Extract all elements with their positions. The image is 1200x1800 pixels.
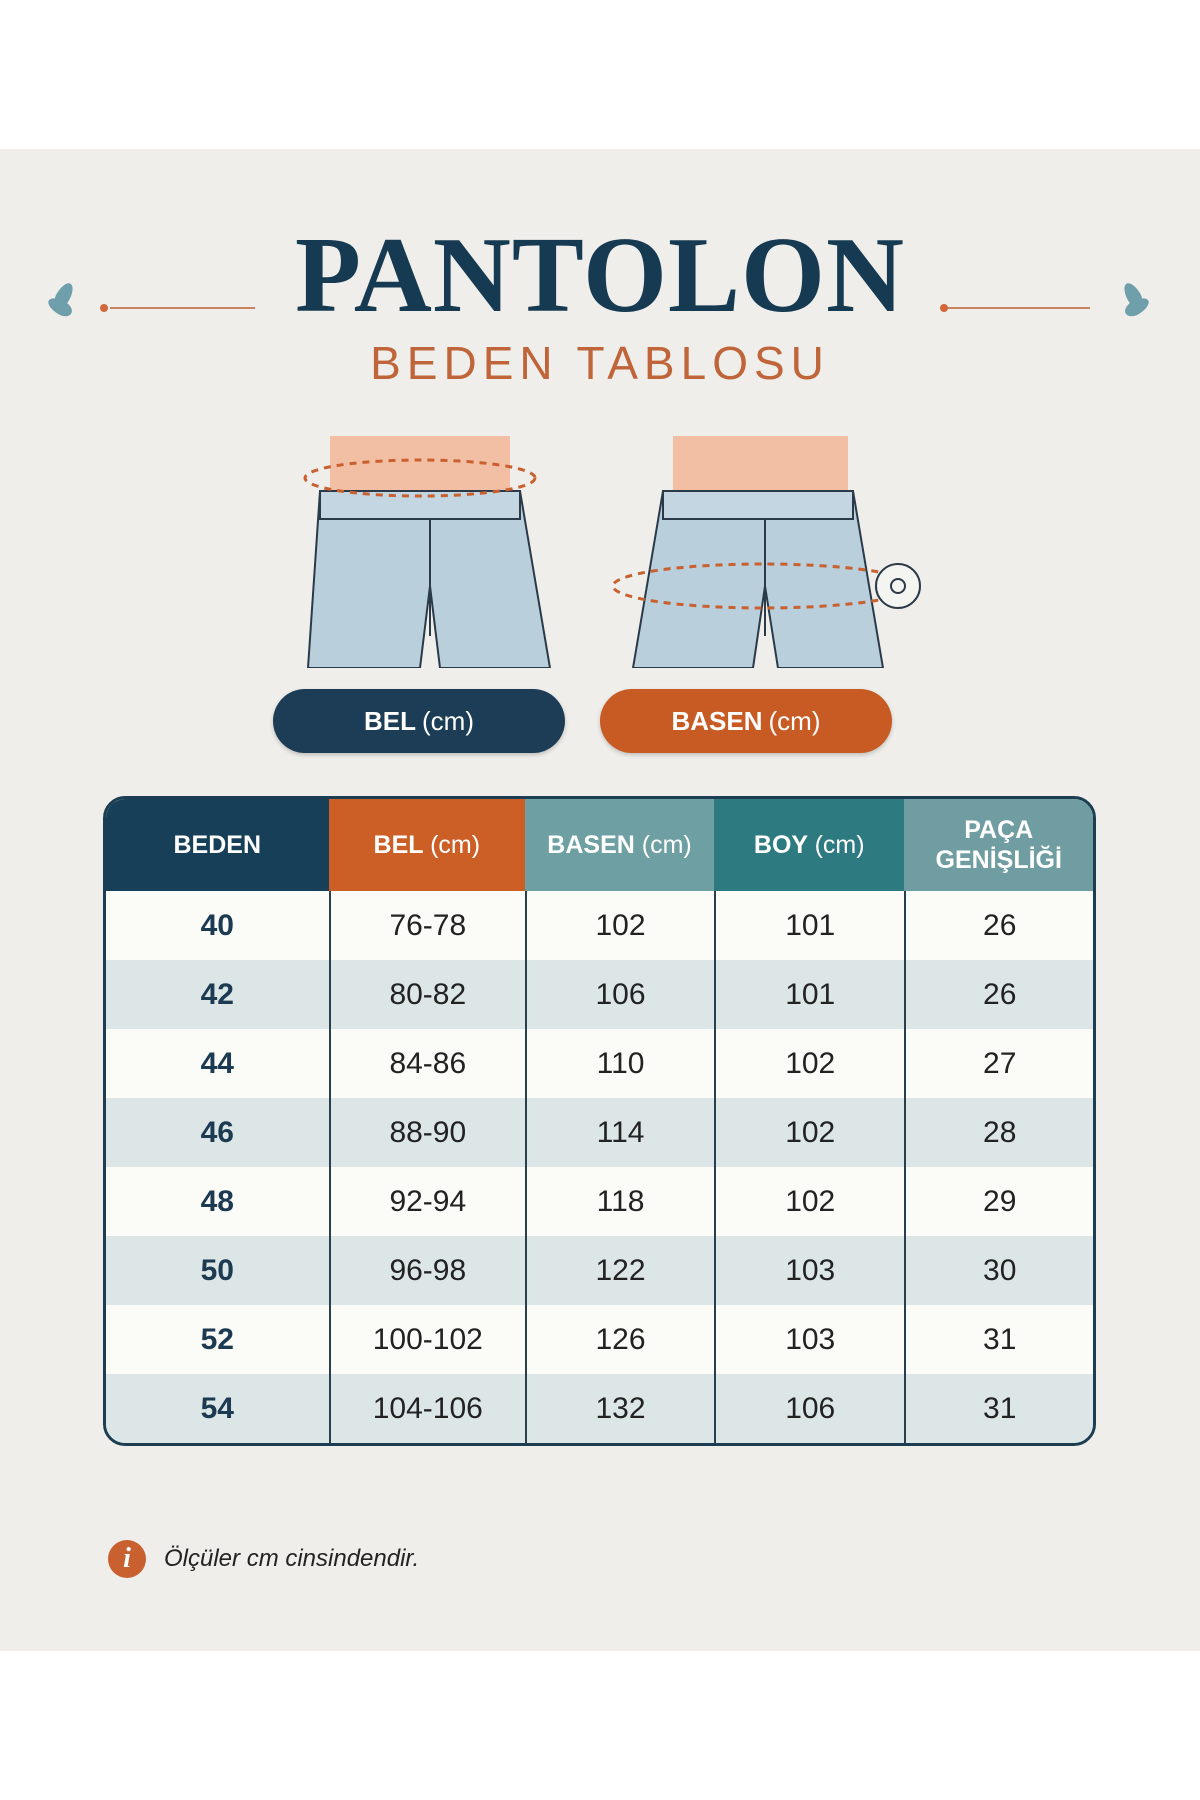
column-label: PAÇA GENİŞLİĞİ (935, 816, 1062, 874)
table-cell: 88-90 (328, 1098, 526, 1167)
column-unit: (cm) (641, 831, 692, 859)
table-cell: 92-94 (328, 1167, 526, 1236)
column-label: BOY (753, 831, 808, 859)
table-cell: 31 (904, 1305, 1093, 1374)
hip-unit: (cm) (768, 705, 821, 736)
table-cell: 48 (106, 1167, 329, 1236)
right-ornament (940, 280, 1155, 320)
column-unit: (cm) (430, 831, 481, 859)
table-cell: 28 (904, 1098, 1093, 1167)
table-row: 40 76-78 102 101 26 (106, 891, 1093, 960)
table-cell: 104-106 (328, 1374, 526, 1443)
size-table: BEDEN BEL (cm) BASEN (cm) BOY (cm) PAÇA GENİ… (103, 796, 1096, 1446)
waist-label-pill: BEL (cm) (273, 689, 565, 753)
table-row: 50 96-98 122 103 30 (106, 1236, 1093, 1305)
hip-label: BASEN (671, 705, 763, 736)
table-cell: 50 (106, 1236, 329, 1305)
table-cell: 80-82 (328, 960, 526, 1029)
table-cell: 102 (713, 1167, 905, 1236)
table-cell: 110 (525, 1029, 714, 1098)
table-cell: 102 (525, 891, 714, 960)
column-label: BASEN (547, 831, 635, 859)
table-row: 46 88-90 114 102 28 (106, 1098, 1093, 1167)
column-header: BASEN (cm) (525, 799, 714, 891)
table-row: 42 80-82 106 101 26 (106, 960, 1093, 1029)
table-cell: 26 (904, 891, 1093, 960)
tape-measure-icon (875, 563, 921, 609)
note-text: Ölçüler cm cinsindendir. (164, 1545, 420, 1572)
hip-measure-illustration (611, 436, 921, 668)
table-cell: 132 (525, 1374, 714, 1443)
table-cell: 26 (904, 960, 1093, 1029)
table-cell: 118 (525, 1167, 714, 1236)
page-title: PANTOLON (294, 216, 906, 335)
table-cell: 54 (106, 1374, 329, 1443)
table-cell: 101 (713, 891, 905, 960)
measurement-note: i Ölçüler cm cinsindendir. (108, 1540, 419, 1578)
waist-unit: (cm) (422, 705, 474, 736)
table-cell: 103 (713, 1305, 905, 1374)
table-row: 54 104-106 132 106 31 (106, 1374, 1093, 1443)
table-cell: 31 (904, 1374, 1093, 1443)
table-cell: 52 (106, 1305, 329, 1374)
table-cell: 101 (713, 960, 905, 1029)
table-cell: 44 (106, 1029, 329, 1098)
table-cell: 29 (904, 1167, 1093, 1236)
table-cell: 46 (106, 1098, 329, 1167)
column-label: BEDEN (173, 831, 262, 859)
table-cell: 106 (525, 960, 714, 1029)
table-row: 52 100-102 126 103 31 (106, 1305, 1093, 1374)
page-subtitle: BEDEN TABLOSU (370, 337, 830, 389)
table-cell: 102 (713, 1029, 905, 1098)
table-row: 44 84-86 110 102 27 (106, 1029, 1093, 1098)
column-header: BEL (cm) (328, 799, 526, 891)
left-ornament (45, 280, 260, 320)
column-header: BEDEN (106, 799, 329, 891)
table-cell: 42 (106, 960, 329, 1029)
table-cell: 76-78 (328, 891, 526, 960)
table-cell: 27 (904, 1029, 1093, 1098)
column-label: BEL (373, 831, 424, 859)
table-cell: 103 (713, 1236, 905, 1305)
table-row: 48 92-94 118 102 29 (106, 1167, 1093, 1236)
table-cell: 40 (106, 891, 329, 960)
table-cell: 30 (904, 1236, 1093, 1305)
table-cell: 96-98 (328, 1236, 526, 1305)
table-cell: 84-86 (328, 1029, 526, 1098)
table-cell: 102 (713, 1098, 905, 1167)
table-cell: 106 (713, 1374, 905, 1443)
table-cell: 126 (525, 1305, 714, 1374)
column-unit: (cm) (814, 831, 865, 859)
hip-label-pill: BASEN (cm) (600, 689, 892, 753)
waist-measure-illustration (303, 436, 552, 668)
waist-label: BEL (364, 705, 416, 736)
info-icon: i (108, 1540, 146, 1578)
table-cell: 122 (525, 1236, 714, 1305)
column-header: BOY (cm) (713, 799, 905, 891)
table-cell: 114 (525, 1098, 714, 1167)
table-cell: 100-102 (328, 1305, 526, 1374)
column-header: PAÇA GENİŞLİĞİ (904, 799, 1093, 891)
